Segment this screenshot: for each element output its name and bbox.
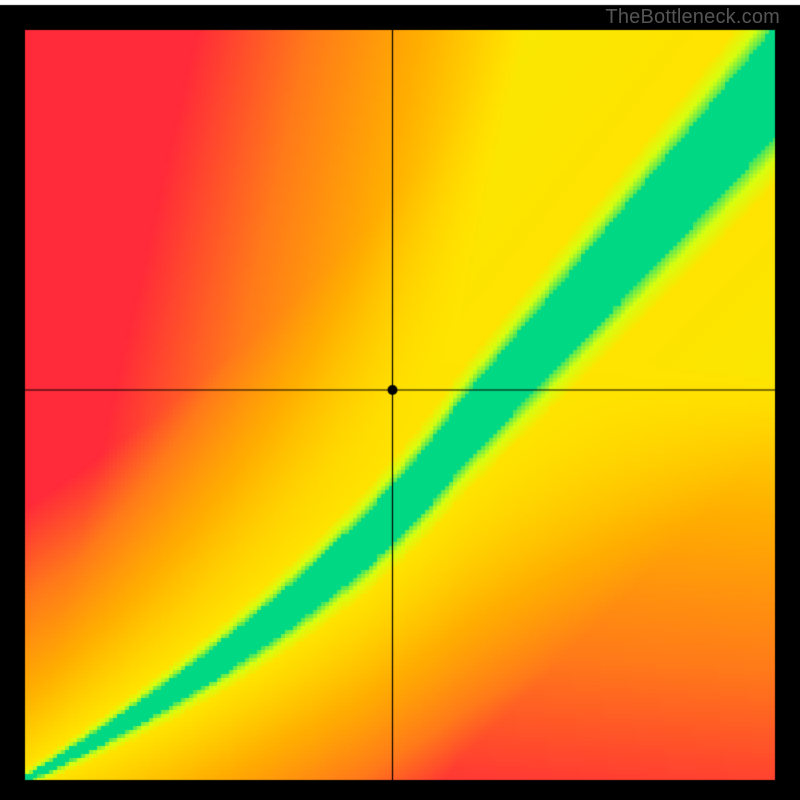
bottleneck-heatmap xyxy=(0,0,800,800)
figure-container: TheBottleneck.com xyxy=(0,0,800,800)
watermark-label: TheBottleneck.com xyxy=(605,6,780,29)
